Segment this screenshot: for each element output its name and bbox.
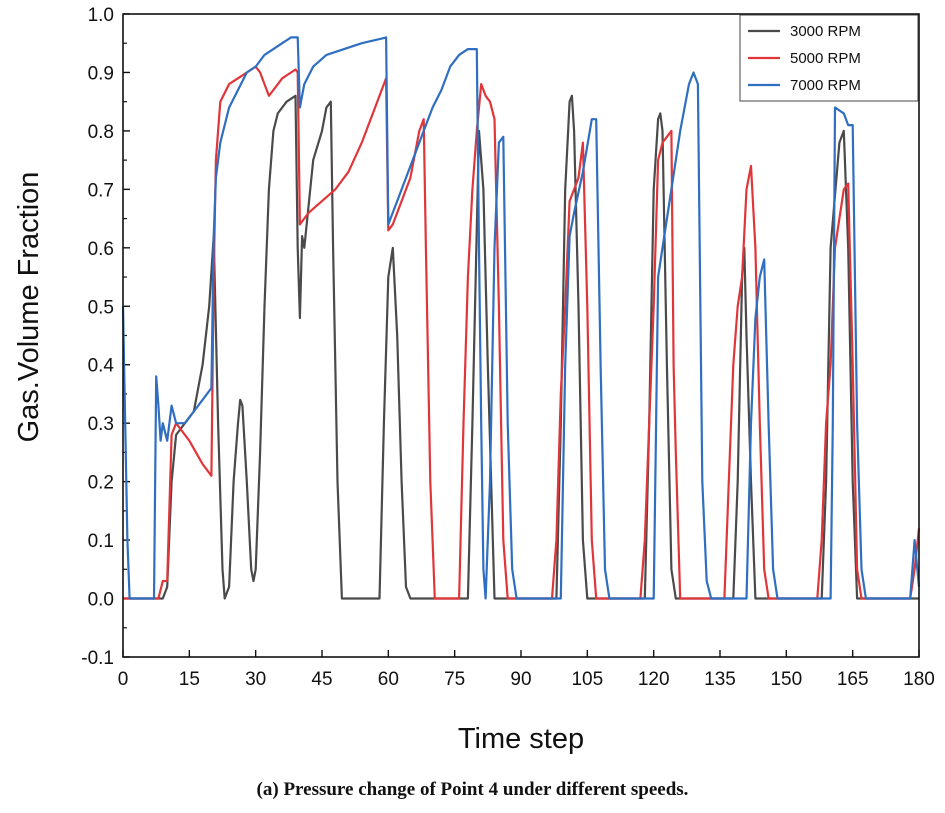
y-tick-label: 0.1 (88, 531, 114, 552)
y-tick-label: 0.3 (88, 414, 114, 435)
series-line-2 (123, 65, 921, 600)
y-tick-label: 0.7 (88, 180, 114, 201)
x-tick-label: 45 (311, 669, 332, 690)
series-line-3 (121, 36, 921, 600)
y-tick-label: 0.4 (88, 356, 115, 377)
x-tick-label: 135 (704, 669, 736, 690)
y-tick-label: 0.5 (88, 297, 114, 318)
y-tick-label: 0.2 (88, 473, 114, 494)
y-tick-label: 0.9 (88, 63, 114, 84)
plot-frame (122, 13, 920, 658)
series-line-1 (123, 94, 919, 600)
y-tick-label: 1.0 (88, 5, 114, 26)
legend-label-2: 5000 RPM (790, 50, 861, 67)
y-tick-label: 0.6 (88, 239, 114, 260)
legend: 3000 RPM 5000 RPM 7000 RPM (739, 14, 919, 102)
x-tick-label: 150 (770, 669, 802, 690)
y-axis-title: Gas.Volume Fraction (13, 172, 45, 443)
y-tick-label: 0.8 (88, 122, 114, 143)
x-tick-label: 30 (245, 669, 266, 690)
x-tick-label: 165 (837, 669, 869, 690)
figure-caption: (a) Pressure change of Point 4 under dif… (256, 779, 689, 800)
x-tick-label: 180 (903, 669, 935, 690)
x-tick-label: 0 (118, 669, 129, 690)
x-tick-label: 105 (571, 669, 603, 690)
x-axis-title: Time step (458, 723, 584, 755)
plot-border (122, 13, 920, 658)
series-layer (121, 36, 921, 600)
legend-label-3: 7000 RPM (790, 77, 861, 94)
y-tick-label: 0.0 (88, 590, 114, 611)
x-tick-label: 60 (378, 669, 399, 690)
x-tick-label: 15 (179, 669, 200, 690)
x-tick-label: 90 (510, 669, 531, 690)
y-tick-label: -0.1 (81, 648, 114, 669)
x-tick-label: 120 (638, 669, 670, 690)
axes-layer: -0.1 0.0 0.1 0.2 0.3 0.4 0.5 0.6 0.7 0.8 0.9 1.0 0 15… (81, 5, 935, 690)
legend-label-1: 3000 RPM (790, 23, 861, 40)
x-tick-label: 75 (444, 669, 465, 690)
